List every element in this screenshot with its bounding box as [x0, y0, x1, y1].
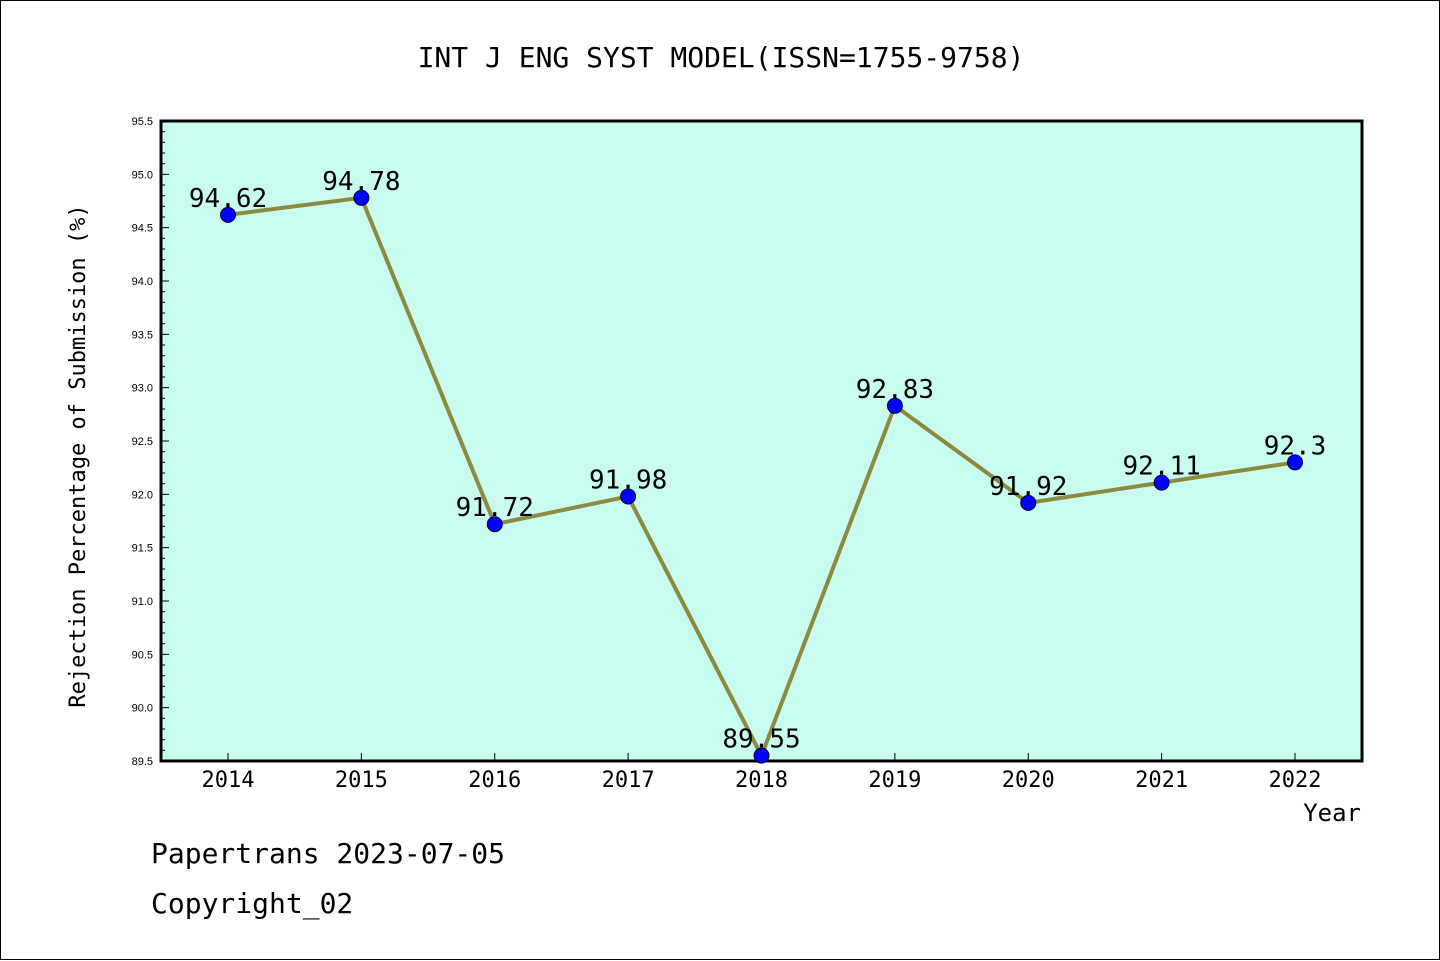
- x-tick-label: 2016: [468, 768, 521, 793]
- footer-date: Papertrans 2023-07-05: [151, 837, 506, 870]
- data-label: 92.3: [1264, 431, 1327, 461]
- y-axis: 89.5 90.0 90.5 91.0 91.5 92.0 92.5 93.0 93.5 94.0…: [132, 116, 169, 768]
- data-point: [1287, 454, 1303, 471]
- data-point: [886, 397, 903, 414]
- data-label: 92.11: [1122, 452, 1200, 482]
- data-label: 94.78: [322, 167, 400, 197]
- data-label: 91.92: [989, 472, 1067, 502]
- data-point: [1020, 494, 1037, 511]
- y-tick-label: 90.5: [132, 649, 153, 661]
- data-point: [486, 516, 503, 533]
- y-tick-label: 93.5: [132, 329, 153, 341]
- data-point: [220, 206, 236, 223]
- x-tick-label: 2022: [1269, 768, 1322, 793]
- series-markers: [220, 189, 1303, 764]
- data-label: 94.62: [189, 184, 267, 214]
- y-tick-label: 92.0: [132, 489, 153, 501]
- y-tick-label: 95.5: [132, 116, 153, 128]
- data-point: [753, 747, 770, 764]
- y-tick-label: 94.5: [132, 223, 153, 235]
- x-tick-label: 2020: [1002, 768, 1055, 793]
- x-axis-label: Year: [1303, 799, 1361, 827]
- x-tick-label: 2014: [202, 768, 255, 793]
- x-tick-label: 2019: [868, 768, 921, 793]
- y-tick-label: 95.0: [132, 169, 153, 181]
- y-tick-label: 92.5: [132, 436, 153, 448]
- y-tick-label: 91.5: [132, 543, 153, 555]
- y-axis-label: Rejection Percentage of Submission (%): [66, 204, 91, 707]
- data-point: [353, 189, 370, 206]
- chart-title: INT J ENG SYST MODEL(ISSN=1755-9758): [418, 41, 1025, 74]
- x-tick-label: 2015: [335, 768, 388, 793]
- footer-copyright: Copyright_02: [151, 887, 354, 920]
- x-axis: 2014 2015 2016 2017 2018 2019 2020 2021 2022: [202, 753, 1322, 793]
- data-point: [620, 488, 637, 505]
- data-label: 92.83: [856, 375, 934, 405]
- data-labels: 94.62 94.78 91.72 91.98 89.55 92.83 91.92 92.11…: [189, 167, 1326, 755]
- x-tick-label: 2018: [735, 768, 788, 793]
- plot-area: [159, 119, 1364, 763]
- data-label: 89.55: [722, 725, 800, 755]
- x-tick-label: 2017: [602, 768, 655, 793]
- x-tick-label: 2021: [1135, 768, 1188, 793]
- y-tick-label: 91.0: [132, 596, 153, 608]
- y-tick-label: 93.0: [132, 383, 153, 395]
- y-tick-label: 89.5: [132, 756, 153, 768]
- y-tick-label: 94.0: [132, 276, 153, 288]
- data-label: 91.98: [589, 465, 667, 495]
- data-point: [1153, 474, 1170, 491]
- y-tick-label: 90.0: [132, 703, 153, 715]
- data-label: 91.72: [456, 493, 534, 523]
